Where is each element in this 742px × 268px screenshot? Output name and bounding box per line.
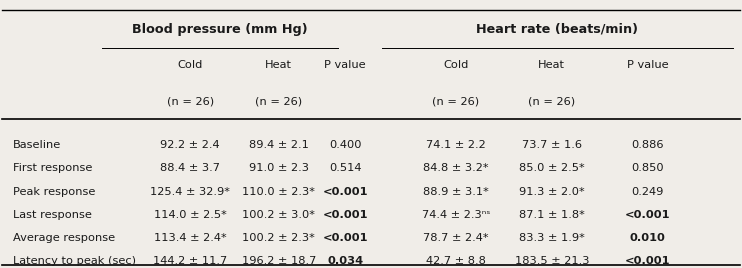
Text: 73.7 ± 1.6: 73.7 ± 1.6 <box>522 140 582 150</box>
Text: 87.1 ± 1.8*: 87.1 ± 1.8* <box>519 210 585 220</box>
Text: 88.9 ± 3.1*: 88.9 ± 3.1* <box>423 187 489 196</box>
Text: 78.7 ± 2.4*: 78.7 ± 2.4* <box>423 233 488 243</box>
Text: Heat: Heat <box>538 60 565 70</box>
Text: (n = 26): (n = 26) <box>255 96 302 106</box>
Text: <0.001: <0.001 <box>323 187 368 196</box>
Text: 74.1 ± 2.2: 74.1 ± 2.2 <box>426 140 486 150</box>
Text: 92.2 ± 2.4: 92.2 ± 2.4 <box>160 140 220 150</box>
Text: P value: P value <box>627 60 669 70</box>
Text: 113.4 ± 2.4*: 113.4 ± 2.4* <box>154 233 226 243</box>
Text: <0.001: <0.001 <box>323 210 368 220</box>
Text: Blood pressure (mm Hg): Blood pressure (mm Hg) <box>132 23 307 36</box>
Text: 0.886: 0.886 <box>631 140 664 150</box>
Text: 0.514: 0.514 <box>329 163 361 173</box>
Text: 74.4 ± 2.3ⁿˢ: 74.4 ± 2.3ⁿˢ <box>421 210 490 220</box>
Text: 89.4 ± 2.1: 89.4 ± 2.1 <box>249 140 309 150</box>
Text: 100.2 ± 3.0*: 100.2 ± 3.0* <box>243 210 315 220</box>
Text: (n = 26): (n = 26) <box>433 96 479 106</box>
Text: <0.001: <0.001 <box>625 210 671 220</box>
Text: Cold: Cold <box>177 60 203 70</box>
Text: 88.4 ± 3.7: 88.4 ± 3.7 <box>160 163 220 173</box>
Text: (n = 26): (n = 26) <box>528 96 575 106</box>
Text: (n = 26): (n = 26) <box>167 96 214 106</box>
Text: 125.4 ± 32.9*: 125.4 ± 32.9* <box>151 187 230 196</box>
Text: Baseline: Baseline <box>13 140 62 150</box>
Text: 91.3 ± 2.0*: 91.3 ± 2.0* <box>519 187 585 196</box>
Text: 84.8 ± 3.2*: 84.8 ± 3.2* <box>423 163 488 173</box>
Text: 144.2 ± 11.7: 144.2 ± 11.7 <box>153 256 227 266</box>
Text: Heat: Heat <box>266 60 292 70</box>
Text: Average response: Average response <box>13 233 115 243</box>
Text: Last response: Last response <box>13 210 92 220</box>
Text: 196.2 ± 18.7: 196.2 ± 18.7 <box>242 256 316 266</box>
Text: Peak response: Peak response <box>13 187 96 196</box>
Text: 83.3 ± 1.9*: 83.3 ± 1.9* <box>519 233 585 243</box>
Text: First response: First response <box>13 163 93 173</box>
Text: 110.0 ± 2.3*: 110.0 ± 2.3* <box>243 187 315 196</box>
Text: 0.850: 0.850 <box>631 163 664 173</box>
Text: 0.400: 0.400 <box>329 140 361 150</box>
Text: 183.5 ± 21.3: 183.5 ± 21.3 <box>514 256 589 266</box>
Text: 0.249: 0.249 <box>631 187 664 196</box>
Text: P value: P value <box>324 60 366 70</box>
Text: Latency to peak (sec): Latency to peak (sec) <box>13 256 136 266</box>
Text: <0.001: <0.001 <box>625 256 671 266</box>
Text: Cold: Cold <box>443 60 468 70</box>
Text: 42.7 ± 8.8: 42.7 ± 8.8 <box>426 256 486 266</box>
Text: 0.034: 0.034 <box>327 256 364 266</box>
Text: 0.010: 0.010 <box>630 233 666 243</box>
Text: <0.001: <0.001 <box>323 233 368 243</box>
Text: 114.0 ± 2.5*: 114.0 ± 2.5* <box>154 210 226 220</box>
Text: Heart rate (beats/min): Heart rate (beats/min) <box>476 23 638 36</box>
Text: 91.0 ± 2.3: 91.0 ± 2.3 <box>249 163 309 173</box>
Text: 100.2 ± 2.3*: 100.2 ± 2.3* <box>243 233 315 243</box>
Text: 85.0 ± 2.5*: 85.0 ± 2.5* <box>519 163 585 173</box>
